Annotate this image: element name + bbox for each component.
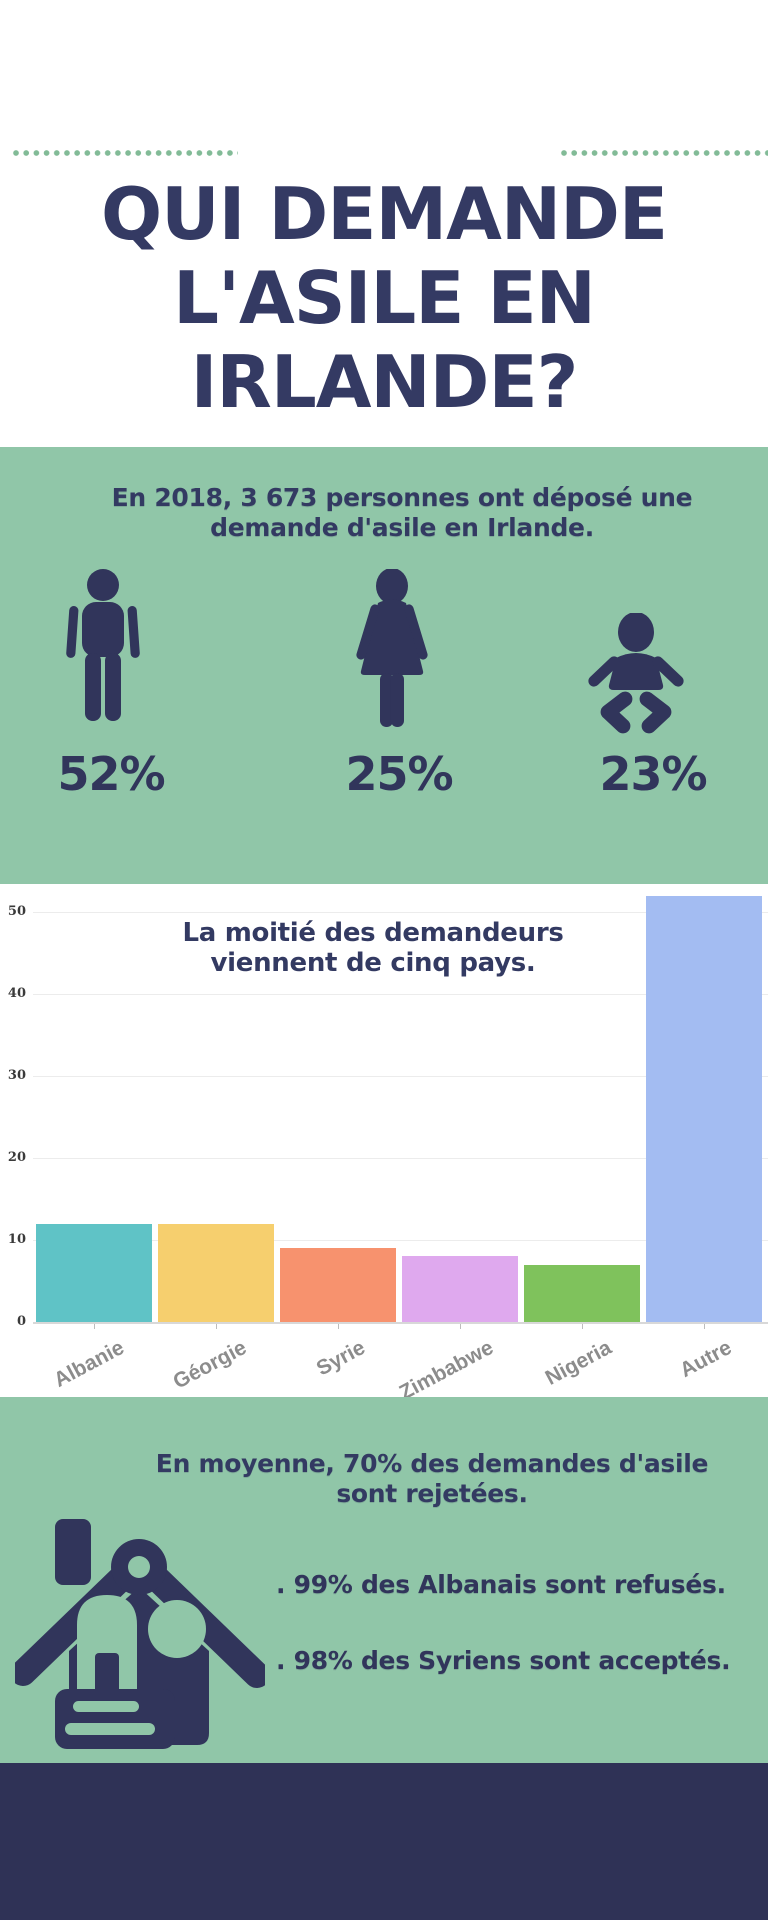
house-icon	[10, 1501, 270, 1757]
demographics-heading: En 2018, 3 673 personnes ont déposé une …	[20, 483, 768, 543]
x-tick-nigeria	[582, 1324, 583, 1329]
chart-title-line2: viennent de cinq pays.	[210, 948, 536, 978]
y-axis-label-50: 50	[7, 904, 26, 919]
footer-bar	[0, 1763, 768, 1920]
bar-syrie	[280, 1248, 396, 1322]
demographics-section: En 2018, 3 673 personnes ont déposé une …	[0, 447, 768, 884]
decisions-heading-line1: En moyenne, 70% des demandes d'asile	[155, 1449, 709, 1478]
bar-autre	[646, 895, 762, 1322]
bar-nigeria	[524, 1264, 640, 1322]
page-title: QUI DEMANDE L'ASILE EN IRLANDE?	[0, 172, 768, 424]
gridline-20	[33, 1157, 768, 1159]
demographics-heading-line1: En 2018, 3 673 personnes ont déposé une	[111, 483, 693, 512]
chart-title-line1: La moitié des demandeurs	[182, 918, 564, 948]
dotted-divider-right	[560, 149, 768, 157]
gridline-40	[33, 993, 768, 995]
decisions-section: En moyenne, 70% des demandes d'asile son…	[0, 1397, 768, 1763]
y-axis-label-0: 0	[16, 1314, 26, 1329]
stat-percent-women: 25%	[345, 747, 453, 801]
baby-icon	[577, 613, 695, 737]
woman-icon	[330, 569, 454, 737]
page-title-line3: IRLANDE?	[190, 340, 579, 424]
x-tick-syrie	[338, 1324, 339, 1329]
x-tick-autre	[704, 1324, 705, 1329]
chart-title: La moitié des demandeurs viennent de cin…	[0, 918, 746, 978]
man-icon	[40, 569, 166, 737]
y-axis-label-40: 40	[7, 986, 26, 1001]
decisions-heading-line2: sont rejetées.	[336, 1479, 528, 1508]
chart-section: 0 10 20 30 40 50 Albanie Géorgie Syrie Zimbabwe Ni…	[0, 884, 768, 1405]
y-axis-label-30: 30	[7, 1068, 26, 1083]
x-axis-baseline	[33, 1322, 768, 1324]
page-title-line2: L'ASILE EN	[173, 256, 596, 340]
bar-zimbabwe	[402, 1256, 518, 1322]
gridline-10	[33, 1239, 768, 1241]
dotted-divider-left	[12, 149, 238, 157]
bar-chart-plot: 0 10 20 30 40 50 Albanie Géorgie Syrie Zimbabwe Ni…	[0, 884, 768, 1405]
x-tick-albanie	[94, 1324, 95, 1329]
page-title-line1: QUI DEMANDE	[100, 172, 668, 256]
demographics-heading-line2: demande d'asile en Irlande.	[210, 513, 594, 542]
y-axis-label-10: 10	[7, 1232, 26, 1247]
x-tick-géorgie	[216, 1324, 217, 1329]
x-tick-zimbabwe	[460, 1324, 461, 1329]
y-axis-label-20: 20	[7, 1150, 26, 1165]
decisions-heading: En moyenne, 70% des demandes d'asile son…	[62, 1449, 768, 1509]
bar-géorgie	[158, 1223, 274, 1322]
gridline-30	[33, 1075, 768, 1077]
gridline-50	[33, 911, 768, 913]
bar-albanie	[36, 1223, 152, 1322]
stat-albanians-refused: . 99% des Albanais sont refusés.	[276, 1570, 726, 1599]
title-section: QUI DEMANDE L'ASILE EN IRLANDE?	[0, 0, 768, 447]
stat-percent-men: 52%	[57, 747, 165, 801]
stat-syrians-accepted: . 98% des Syriens sont acceptés.	[276, 1646, 731, 1675]
stat-percent-children: 23%	[599, 747, 707, 801]
